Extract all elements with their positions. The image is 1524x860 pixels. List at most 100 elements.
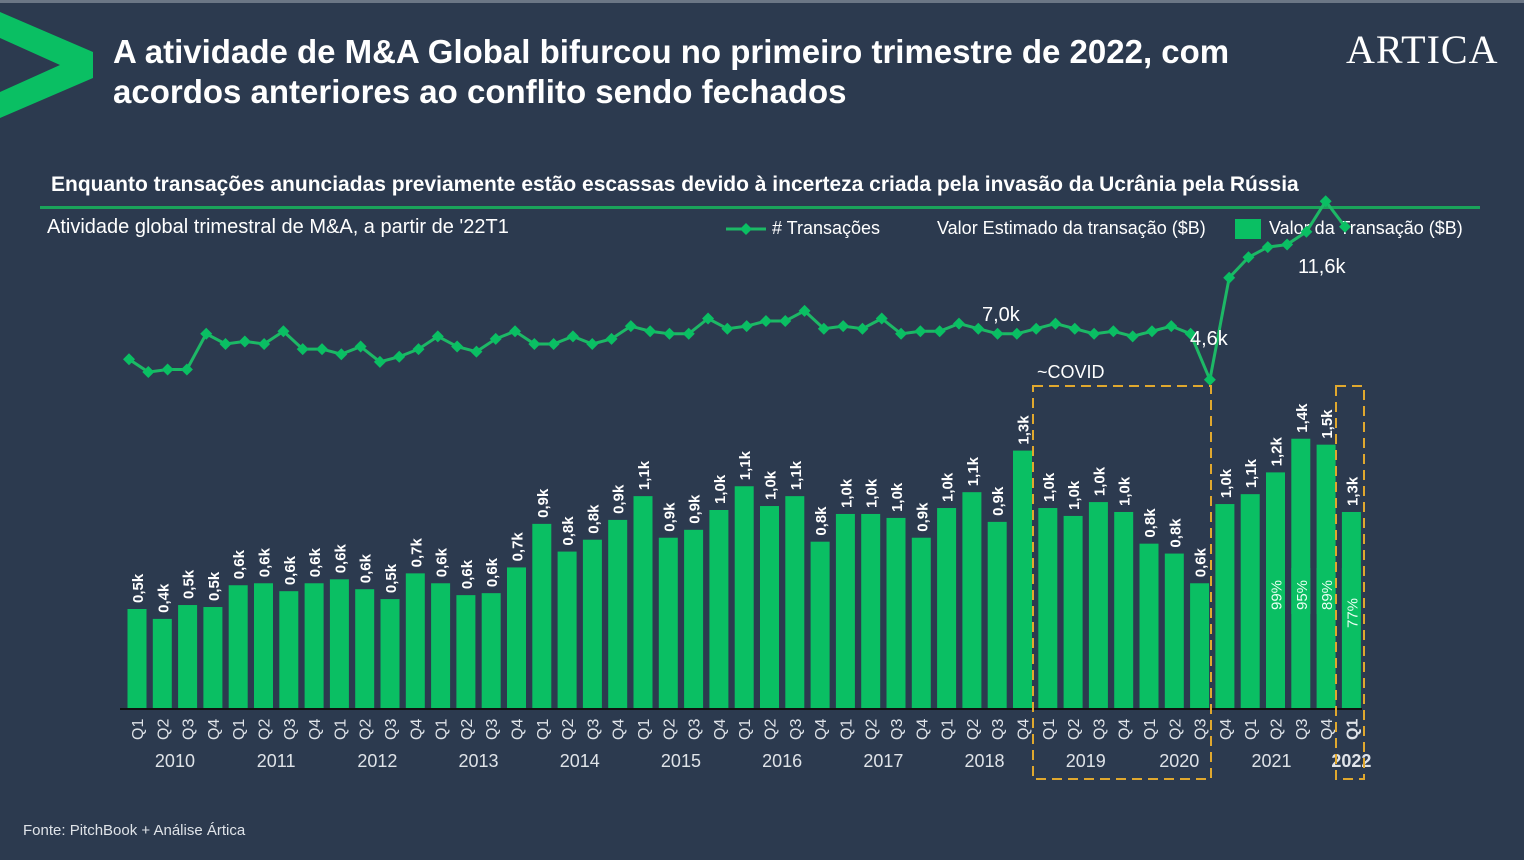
bar-data-label: 0,6k [307,547,324,577]
x-tick-label: Q2 [864,719,881,740]
bar-data-label: 0,7k [510,532,527,562]
covid-highlight-box [1032,385,1212,780]
transactions-point [1339,220,1351,233]
x-tick-label: Q4 [712,719,729,740]
year-label: 2013 [459,751,499,771]
bar [1114,511,1134,708]
bar [608,519,628,708]
bar-data-label: 1,0k [864,478,881,508]
bar [380,599,400,708]
estimated-share-bg [1291,568,1311,614]
transactions-point [142,366,155,379]
bar-data-label: 0,9k [611,484,628,514]
bar [279,591,299,708]
bar-data-label: 0,6k [231,549,248,579]
page-title: A atividade de M&A Global bifurcou no pr… [113,32,1313,112]
year-label: 2022 [1331,751,1371,771]
source-note: Fonte: PitchBook + Análise Ártica [23,822,246,839]
bar-data-label: 0,9k [990,486,1007,516]
bar [911,537,931,708]
bar-data-label: 1,2k [1269,437,1286,467]
bar-data-label: 0,5k [383,563,400,593]
transactions-point [1203,373,1216,386]
bar [658,537,678,708]
bar [835,513,855,708]
transactions-point [933,325,946,338]
x-tick-label: Q4 [1319,719,1336,740]
bar [481,593,501,708]
transactions-point [624,320,637,333]
bar-data-label: 0,8k [813,506,830,536]
transactions-point [721,322,734,335]
bar [329,579,349,708]
x-tick-label: Q1 [940,719,957,740]
bar [582,539,602,708]
bar [1240,494,1260,708]
x-tick-label: Q2 [257,719,274,740]
x-tick-label: Q2 [1167,719,1184,740]
bar [734,486,754,708]
bar [1063,515,1083,708]
bar [203,607,223,708]
transactions-point [1319,195,1332,208]
bar-data-label: 0,8k [1167,518,1184,548]
x-tick-label: Q2 [459,719,476,740]
bar [987,521,1007,708]
transactions-point [277,325,290,338]
bar-data-label: 0,6k [257,547,274,577]
transactions-point [682,327,695,340]
bar-data-label: 1,5k [1319,409,1336,439]
x-tick-label: Q4 [307,719,324,740]
transactions-point [412,343,425,356]
x-tick-label: Q3 [383,719,400,740]
bar-data-label: 1,0k [1117,476,1134,506]
year-label: 2011 [257,751,296,771]
estimated-share-label: 77% [1344,598,1361,628]
transactions-point [586,338,599,350]
estimated-share-bg [1316,568,1336,614]
bar-data-label: 1,1k [788,460,805,490]
transactions-point [566,330,579,343]
bar-data-label: 1,0k [1091,466,1108,496]
x-tick-label: Q2 [155,719,172,740]
bar-data-label: 0,9k [914,502,931,532]
legend-label: Valor Estimado da transação ($B) [937,218,1206,238]
bar-data-label: 1,0k [838,478,855,508]
estimated-share-label: 99% [1269,580,1286,610]
transactions-point [991,327,1004,340]
line-annotation: 4,6k [1190,328,1229,350]
transactions-point [1300,225,1313,238]
transactions-point [663,327,676,340]
bar-data-label: 0,5k [130,573,147,603]
bar-data-label: 0,9k [535,488,552,518]
line-annotation: 11,6k [1298,256,1346,278]
x-tick-label: Q2 [661,719,678,740]
transactions-point [1068,322,1081,335]
transactions-point [354,340,367,353]
bar [254,583,273,708]
estimated-share-bg [1341,568,1361,614]
bar [886,517,906,708]
title-line-1: A atividade de M&A Global bifurcou no pr… [113,33,1230,70]
bar-data-label: 1,1k [965,456,982,486]
bar-data-label: 0,6k [434,547,451,577]
year-label: 2012 [357,751,397,771]
year-label: 2014 [560,751,600,771]
transactions-point [1281,238,1294,251]
transactions-point [316,343,329,356]
x-tick-label: Q3 [1294,719,1311,740]
x-tick-label: Q4 [1117,719,1134,740]
x-tick-label: Q3 [1193,719,1210,740]
transactions-point [200,327,213,340]
x-tick-label: Q2 [1066,719,1083,740]
bar-swatch-icon [1235,218,1261,239]
bar [355,589,375,708]
transactions-point [875,312,888,325]
x-tick-label: Q3 [889,719,906,740]
bar [760,506,779,708]
q1-2022-highlight-box [1335,385,1365,780]
bar-data-label: 0,6k [332,543,349,573]
x-tick-label: Q1 [1243,719,1260,740]
transactions-point [1010,327,1023,340]
